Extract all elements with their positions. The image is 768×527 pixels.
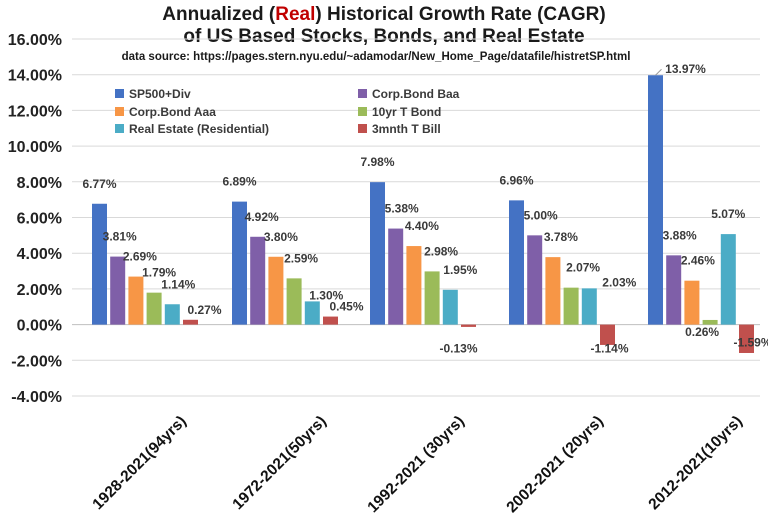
data-label: 4.40% xyxy=(405,219,439,233)
data-label: -1.14% xyxy=(590,342,628,356)
y-tick-label: 4.00% xyxy=(17,246,62,263)
y-tick-label: 0.00% xyxy=(17,318,62,335)
data-label: 1.95% xyxy=(443,263,477,277)
data-label: 2.46% xyxy=(681,254,715,268)
data-label: 5.38% xyxy=(385,202,419,216)
bar xyxy=(250,236,266,325)
bar xyxy=(684,280,700,325)
y-tick-label: -2.00% xyxy=(11,353,62,370)
data-label: 0.26% xyxy=(685,325,719,339)
bar xyxy=(232,201,247,325)
data-label: 5.07% xyxy=(711,207,745,221)
bar xyxy=(268,256,284,325)
bars xyxy=(92,75,754,353)
data-label: 3.78% xyxy=(544,230,578,244)
data-label: 1.30% xyxy=(309,288,343,302)
data-label: 2.07% xyxy=(566,261,600,275)
bar xyxy=(461,324,476,327)
data-label: 3.80% xyxy=(264,230,298,244)
y-tick-label: 2.00% xyxy=(17,282,62,299)
bar xyxy=(183,319,198,325)
bar xyxy=(581,288,597,325)
legend-swatch xyxy=(358,124,367,133)
data-label: 5.00% xyxy=(524,208,558,222)
legend-label: Real Estate (Residential) xyxy=(129,122,269,136)
legend-swatch xyxy=(358,89,367,98)
y-tick-label: 12.00% xyxy=(8,103,62,120)
data-label: 2.03% xyxy=(602,275,636,289)
chart-subtitle: data source: https://pages.stern.nyu.edu… xyxy=(122,51,631,63)
data-label: 6.96% xyxy=(499,173,533,187)
bar xyxy=(370,182,385,325)
bar xyxy=(286,278,302,325)
y-tick-label: 14.00% xyxy=(8,68,62,85)
bar xyxy=(509,200,524,325)
bar xyxy=(164,304,180,325)
bar xyxy=(563,287,579,325)
y-tick-label: 8.00% xyxy=(17,175,62,192)
bar xyxy=(128,276,144,325)
data-label: 6.89% xyxy=(222,175,256,189)
bar xyxy=(648,75,663,325)
y-axis: 16.00% 14.00% 12.00% 10.00% 8.00% 6.00% 4.00% 2… xyxy=(8,32,62,406)
bar xyxy=(720,234,736,325)
x-tick-label: 1972-2021(50yrs) xyxy=(229,413,329,513)
x-tick-label: 2002-2021 (20yrs) xyxy=(503,413,606,516)
chart-title-line2: of US Based Stocks, Bonds, and Real Esta… xyxy=(183,26,584,47)
data-label: 2.69% xyxy=(123,250,157,264)
x-axis: 1928-2021(94yrs) 1972-2021(50yrs) 1992-202… xyxy=(89,413,745,516)
bar xyxy=(323,316,338,325)
bar xyxy=(110,256,126,325)
data-label: 2.59% xyxy=(284,251,318,265)
data-label: 13.97% xyxy=(665,62,706,76)
legend-label: Corp.Bond Baa xyxy=(372,87,460,101)
bar xyxy=(424,271,440,325)
data-label: -1.59% xyxy=(733,336,768,350)
bar xyxy=(600,324,615,345)
data-label: 4.92% xyxy=(245,210,279,224)
legend: SP500+Div Corp.Bond Baa Corp.Bond Aaa 10yr … xyxy=(115,87,460,136)
legend-swatch xyxy=(115,107,124,116)
data-label: 3.81% xyxy=(103,230,137,244)
y-tick-label: -4.00% xyxy=(11,389,62,406)
bar xyxy=(545,257,561,325)
bar xyxy=(739,324,754,353)
data-label: 1.14% xyxy=(161,277,195,291)
bar xyxy=(388,228,404,325)
y-tick-label: 10.00% xyxy=(8,139,62,156)
legend-swatch xyxy=(115,89,124,98)
data-label: 7.98% xyxy=(360,155,394,169)
bar xyxy=(146,292,162,325)
data-label: 1.79% xyxy=(142,266,176,280)
data-label: 3.88% xyxy=(663,228,697,242)
data-label: 2.98% xyxy=(424,244,458,258)
legend-swatch xyxy=(115,124,124,133)
legend-swatch xyxy=(358,107,367,116)
x-tick-label: 2012-2021(10yrs) xyxy=(645,413,745,513)
bar xyxy=(406,246,422,325)
y-tick-label: 16.00% xyxy=(8,32,62,49)
data-label: 0.45% xyxy=(329,300,363,314)
chart-title-line1: Annualized (Real) Historical Growth Rate… xyxy=(162,4,605,25)
legend-label: 3mnth T Bill xyxy=(372,122,441,136)
leader-line xyxy=(655,68,662,76)
bar xyxy=(304,301,320,325)
data-labels: 6.77% 3.81% 2.69% 1.79%1.14% 0.27% 6.89% 4.92%… xyxy=(82,62,768,355)
bar xyxy=(527,235,543,325)
legend-label: 10yr T Bond xyxy=(372,105,441,119)
data-label: -0.13% xyxy=(439,342,477,356)
legend-label: Corp.Bond Aaa xyxy=(129,105,216,119)
y-tick-label: 6.00% xyxy=(17,211,62,228)
data-label: 6.77% xyxy=(82,177,116,191)
bar xyxy=(442,289,458,325)
bar xyxy=(666,255,682,325)
x-tick-label: 1928-2021(94yrs) xyxy=(89,413,189,513)
legend-label: SP500+Div xyxy=(129,87,191,101)
data-label: 0.27% xyxy=(187,303,221,317)
bar xyxy=(702,319,718,325)
bar xyxy=(92,203,107,325)
x-tick-label: 1992-2021 (30yrs) xyxy=(364,413,467,516)
